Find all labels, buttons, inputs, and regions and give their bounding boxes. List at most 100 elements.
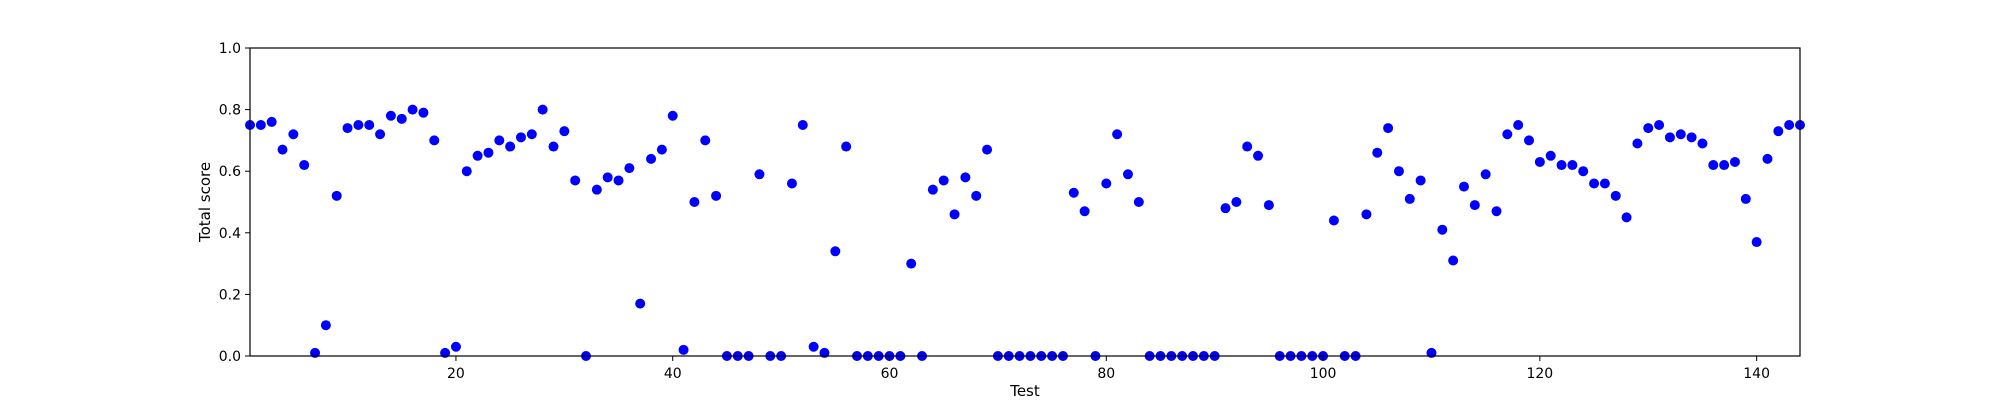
data-point bbox=[1480, 169, 1491, 180]
y-axis: 0.0 0.2 0.4 0.6 0.8 1.0 bbox=[219, 41, 250, 365]
x-tick-label: 80 bbox=[1097, 366, 1115, 382]
data-point bbox=[1762, 153, 1773, 164]
data-point bbox=[1556, 160, 1567, 171]
data-point bbox=[1610, 190, 1621, 201]
data-point bbox=[797, 120, 808, 130]
data-point bbox=[255, 120, 266, 130]
data-point bbox=[1079, 206, 1090, 217]
data-point bbox=[949, 209, 960, 220]
data-point bbox=[1328, 215, 1339, 226]
data-point bbox=[331, 190, 342, 201]
data-point bbox=[1545, 150, 1556, 161]
data-point bbox=[1469, 200, 1480, 211]
data-point bbox=[1263, 200, 1274, 211]
y-tick-label: 0.8 bbox=[219, 103, 241, 119]
data-point bbox=[786, 178, 797, 189]
data-point bbox=[602, 172, 613, 183]
data-point bbox=[483, 147, 494, 158]
data-point bbox=[342, 123, 353, 134]
data-point bbox=[1242, 141, 1253, 152]
data-point bbox=[1664, 132, 1675, 143]
data-point bbox=[711, 190, 722, 201]
data-point bbox=[1122, 169, 1133, 180]
data-point bbox=[559, 126, 570, 137]
data-point bbox=[1513, 120, 1524, 130]
data-point bbox=[418, 107, 429, 118]
data-point bbox=[1708, 160, 1719, 171]
data-point bbox=[1133, 197, 1144, 207]
data-point bbox=[1773, 126, 1784, 137]
data-point bbox=[1231, 197, 1242, 207]
data-point bbox=[1643, 123, 1654, 134]
data-point bbox=[450, 341, 461, 352]
data-point bbox=[1361, 209, 1372, 220]
y-tick-label: 0.2 bbox=[219, 287, 241, 303]
data-point bbox=[591, 184, 602, 195]
data-point bbox=[1437, 224, 1448, 235]
data-point bbox=[1697, 138, 1708, 149]
data-point bbox=[1502, 129, 1513, 140]
data-point bbox=[570, 175, 581, 186]
x-tick-label: 40 bbox=[664, 366, 682, 382]
data-point bbox=[1751, 237, 1762, 248]
data-point bbox=[656, 144, 667, 155]
data-point bbox=[830, 246, 841, 257]
data-point bbox=[1404, 193, 1415, 204]
data-point bbox=[515, 132, 526, 143]
data-point bbox=[1719, 160, 1730, 171]
data-point bbox=[1686, 132, 1697, 143]
data-point bbox=[754, 169, 765, 180]
data-point bbox=[624, 163, 635, 174]
data-point bbox=[971, 190, 982, 201]
data-point bbox=[1220, 203, 1231, 214]
data-point bbox=[1101, 178, 1112, 189]
data-point bbox=[1112, 129, 1123, 140]
data-point bbox=[613, 175, 624, 186]
data-point bbox=[396, 113, 407, 124]
data-point bbox=[1654, 120, 1665, 130]
data-point bbox=[1458, 181, 1469, 192]
data-point bbox=[927, 184, 938, 195]
data-point bbox=[1253, 150, 1264, 161]
y-tick-label: 1.0 bbox=[219, 41, 241, 57]
data-point bbox=[678, 344, 689, 355]
y-tick-label: 0.4 bbox=[219, 226, 241, 242]
data-point bbox=[1372, 147, 1383, 158]
data-point bbox=[1567, 160, 1578, 171]
y-axis-label: Total score bbox=[196, 162, 214, 243]
data-point bbox=[364, 120, 375, 130]
data-point bbox=[1448, 255, 1459, 266]
data-point bbox=[1415, 175, 1426, 186]
data-point bbox=[1491, 206, 1502, 217]
plot-frame bbox=[249, 47, 1801, 357]
data-point bbox=[266, 116, 277, 127]
data-point bbox=[407, 104, 418, 115]
data-point bbox=[299, 160, 310, 171]
data-point bbox=[689, 197, 700, 207]
data-point bbox=[461, 166, 472, 177]
data-point bbox=[1393, 166, 1404, 177]
data-point bbox=[1621, 212, 1632, 223]
y-tick-label: 0.6 bbox=[219, 164, 241, 180]
data-point bbox=[548, 141, 559, 152]
data-point bbox=[646, 153, 657, 164]
data-point bbox=[808, 341, 819, 352]
data-point bbox=[841, 141, 852, 152]
data-point bbox=[1729, 156, 1740, 167]
x-tick-label: 140 bbox=[1743, 366, 1770, 382]
data-point bbox=[1784, 120, 1795, 130]
x-tick-label: 120 bbox=[1526, 366, 1553, 382]
x-axis: 20 40 60 80 100 120 140 bbox=[447, 356, 1770, 382]
x-tick-label: 60 bbox=[881, 366, 899, 382]
data-point bbox=[1534, 156, 1545, 167]
data-point bbox=[385, 110, 396, 121]
data-point bbox=[1675, 129, 1686, 140]
data-point bbox=[1524, 135, 1535, 146]
y-tick-label: 0.0 bbox=[219, 349, 241, 365]
data-point bbox=[982, 144, 993, 155]
x-axis-label: Test bbox=[1009, 382, 1040, 400]
data-point bbox=[938, 175, 949, 186]
data-point bbox=[1740, 193, 1751, 204]
data-point bbox=[960, 172, 971, 183]
data-point bbox=[1068, 187, 1079, 198]
